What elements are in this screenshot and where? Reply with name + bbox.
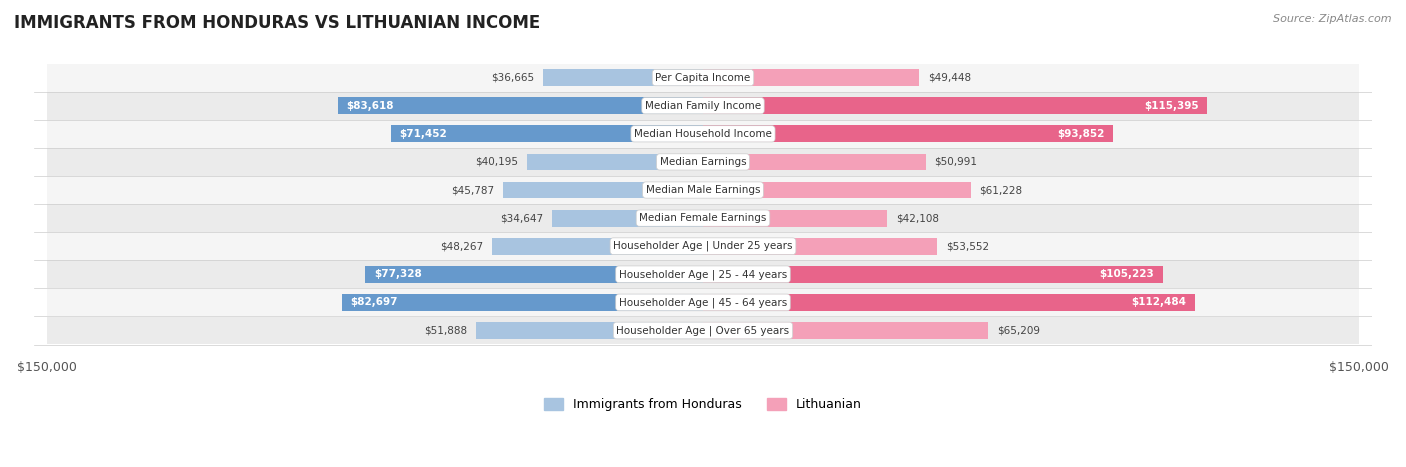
Text: $42,108: $42,108 [896, 213, 939, 223]
Bar [492, 238, 703, 255]
Bar [48, 64, 1358, 92]
Text: Median Family Income: Median Family Income [645, 101, 761, 111]
Text: $93,852: $93,852 [1057, 129, 1105, 139]
Text: $105,223: $105,223 [1099, 269, 1154, 279]
Bar [391, 126, 703, 142]
Bar [48, 261, 1358, 288]
Bar [703, 266, 1163, 283]
Bar [703, 294, 1195, 311]
Text: $71,452: $71,452 [399, 129, 447, 139]
Text: $40,195: $40,195 [475, 157, 519, 167]
Bar [48, 204, 1358, 232]
Bar [703, 154, 927, 170]
Bar [48, 148, 1358, 176]
Text: $115,395: $115,395 [1144, 101, 1199, 111]
Text: $48,267: $48,267 [440, 241, 484, 251]
Text: $65,209: $65,209 [997, 325, 1040, 335]
Bar [48, 176, 1358, 204]
Text: $50,991: $50,991 [935, 157, 977, 167]
Text: Median Female Earnings: Median Female Earnings [640, 213, 766, 223]
Bar [703, 97, 1208, 114]
Legend: Immigrants from Honduras, Lithuanian: Immigrants from Honduras, Lithuanian [540, 393, 866, 416]
Bar [703, 210, 887, 226]
Text: $49,448: $49,448 [928, 73, 972, 83]
Bar [703, 126, 1114, 142]
Text: $112,484: $112,484 [1130, 297, 1185, 307]
Bar [48, 317, 1358, 344]
Text: $61,228: $61,228 [980, 185, 1022, 195]
Bar [551, 210, 703, 226]
Text: $45,787: $45,787 [451, 185, 494, 195]
Bar [366, 266, 703, 283]
Bar [342, 294, 703, 311]
Text: $51,888: $51,888 [425, 325, 467, 335]
Bar [48, 232, 1358, 260]
Bar [703, 69, 920, 86]
Bar [703, 182, 970, 198]
Bar [503, 182, 703, 198]
Bar [477, 322, 703, 339]
Text: Median Male Earnings: Median Male Earnings [645, 185, 761, 195]
Bar [337, 97, 703, 114]
Text: Householder Age | Under 25 years: Householder Age | Under 25 years [613, 241, 793, 251]
Text: Median Earnings: Median Earnings [659, 157, 747, 167]
Text: Source: ZipAtlas.com: Source: ZipAtlas.com [1274, 14, 1392, 24]
Bar [48, 289, 1358, 316]
Bar [527, 154, 703, 170]
Text: $34,647: $34,647 [499, 213, 543, 223]
Bar [703, 238, 936, 255]
Bar [48, 92, 1358, 120]
Text: $77,328: $77,328 [374, 269, 422, 279]
Text: $82,697: $82,697 [350, 297, 398, 307]
Text: $53,552: $53,552 [946, 241, 988, 251]
Text: Householder Age | 45 - 64 years: Householder Age | 45 - 64 years [619, 297, 787, 308]
Bar [48, 120, 1358, 148]
Text: Per Capita Income: Per Capita Income [655, 73, 751, 83]
Text: Householder Age | Over 65 years: Householder Age | Over 65 years [616, 325, 790, 336]
Bar [543, 69, 703, 86]
Text: $83,618: $83,618 [346, 101, 394, 111]
Text: IMMIGRANTS FROM HONDURAS VS LITHUANIAN INCOME: IMMIGRANTS FROM HONDURAS VS LITHUANIAN I… [14, 14, 540, 32]
Text: Median Household Income: Median Household Income [634, 129, 772, 139]
Text: $36,665: $36,665 [491, 73, 534, 83]
Text: Householder Age | 25 - 44 years: Householder Age | 25 - 44 years [619, 269, 787, 280]
Bar [703, 322, 988, 339]
